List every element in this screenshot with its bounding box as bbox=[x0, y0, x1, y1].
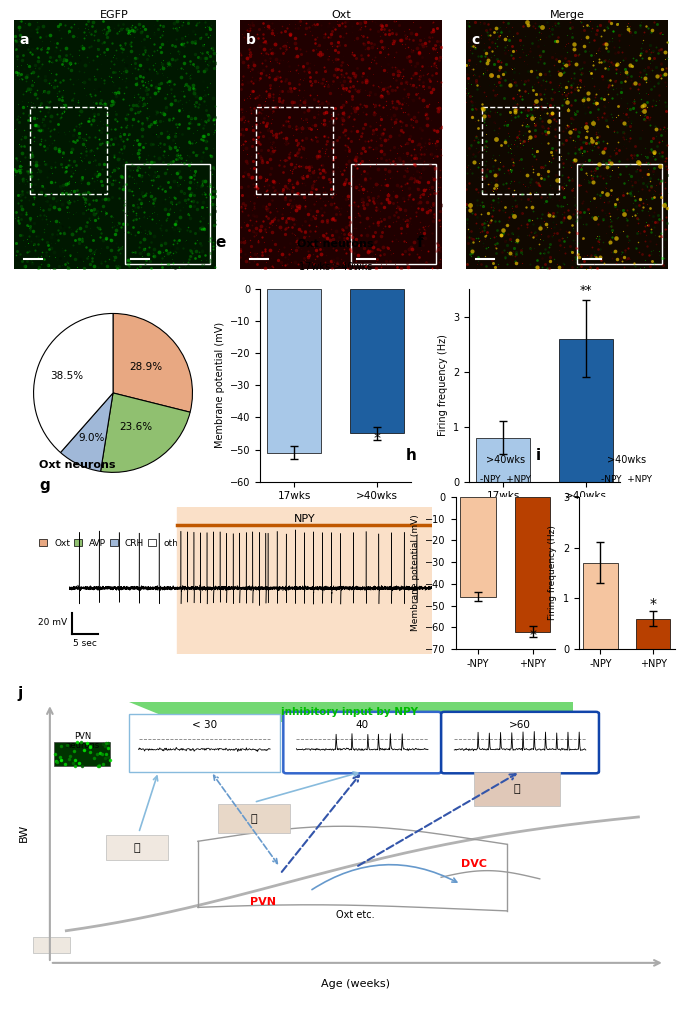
FancyBboxPatch shape bbox=[129, 714, 280, 772]
Polygon shape bbox=[129, 702, 573, 722]
Text: >40wks: >40wks bbox=[486, 455, 525, 465]
Text: *: * bbox=[373, 431, 381, 444]
Bar bbox=[125, 164, 210, 264]
Text: Oxt neurons: Oxt neurons bbox=[297, 238, 374, 248]
Bar bbox=[351, 164, 436, 264]
Text: 5 sec: 5 sec bbox=[73, 639, 97, 648]
Text: f: f bbox=[416, 235, 423, 250]
Wedge shape bbox=[113, 313, 192, 413]
Text: -NPY  +NPY: -NPY +NPY bbox=[601, 475, 652, 484]
Bar bbox=[636, 619, 671, 649]
Bar bbox=[55, 742, 110, 767]
Text: inhibitory input by NPY: inhibitory input by NPY bbox=[281, 707, 418, 717]
Wedge shape bbox=[34, 313, 113, 452]
Bar bbox=[256, 107, 333, 195]
Title: EGFP: EGFP bbox=[101, 9, 129, 19]
Bar bbox=[476, 438, 530, 482]
Y-axis label: Membrane potential (mV): Membrane potential (mV) bbox=[411, 514, 420, 632]
Legend: Oxt, AVP, CRH, other: Oxt, AVP, CRH, other bbox=[35, 535, 191, 552]
Bar bbox=[105, 835, 169, 861]
Bar bbox=[577, 164, 662, 264]
Bar bbox=[583, 563, 618, 649]
Text: PVN: PVN bbox=[251, 896, 277, 907]
Text: 17wks >40wks: 17wks >40wks bbox=[299, 262, 373, 272]
Text: neurons: neurons bbox=[66, 741, 100, 750]
Text: NPY: NPY bbox=[294, 514, 315, 524]
Bar bbox=[474, 772, 560, 806]
Text: Age (weeks): Age (weeks) bbox=[321, 979, 390, 989]
Text: 23.6%: 23.6% bbox=[119, 423, 152, 432]
Bar bbox=[177, 507, 432, 654]
Text: *: * bbox=[529, 629, 536, 642]
Text: -NPY  +NPY: -NPY +NPY bbox=[479, 475, 531, 484]
Text: a: a bbox=[20, 32, 29, 47]
Text: >40wks: >40wks bbox=[607, 455, 647, 465]
Text: b: b bbox=[246, 32, 256, 47]
FancyBboxPatch shape bbox=[441, 712, 599, 774]
Text: j: j bbox=[17, 686, 22, 702]
Text: h: h bbox=[406, 448, 416, 463]
Text: 28.9%: 28.9% bbox=[129, 362, 162, 372]
Y-axis label: Firing frequency (Hz): Firing frequency (Hz) bbox=[548, 525, 558, 621]
Text: **: ** bbox=[580, 285, 593, 297]
Text: 40: 40 bbox=[356, 720, 369, 730]
Bar bbox=[460, 497, 496, 597]
Text: e: e bbox=[215, 235, 225, 250]
Wedge shape bbox=[60, 392, 113, 472]
Bar bbox=[350, 289, 404, 433]
Wedge shape bbox=[101, 392, 190, 473]
Text: PVN: PVN bbox=[74, 732, 91, 741]
Bar bbox=[514, 497, 550, 632]
Text: 20 mV: 20 mV bbox=[38, 619, 66, 627]
FancyBboxPatch shape bbox=[284, 712, 441, 774]
Text: >60: >60 bbox=[509, 720, 531, 730]
Text: 38.5%: 38.5% bbox=[51, 370, 84, 380]
Text: 🐀: 🐀 bbox=[251, 813, 257, 823]
Text: g: g bbox=[40, 478, 50, 493]
Text: BW: BW bbox=[18, 824, 29, 843]
Title: Oxt: Oxt bbox=[331, 9, 351, 19]
Text: < 30: < 30 bbox=[192, 720, 217, 730]
Text: Oxt etc.: Oxt etc. bbox=[336, 911, 375, 921]
Text: *: * bbox=[649, 597, 657, 611]
Text: c: c bbox=[472, 32, 480, 47]
Text: 9.0%: 9.0% bbox=[79, 433, 105, 442]
Bar bbox=[34, 937, 70, 952]
Text: 🐀: 🐀 bbox=[134, 843, 140, 853]
Text: 🐀: 🐀 bbox=[514, 784, 520, 794]
Bar bbox=[30, 107, 107, 195]
Bar bbox=[267, 289, 321, 452]
Y-axis label: Firing frequency (Hz): Firing frequency (Hz) bbox=[438, 335, 448, 436]
Title: Merge: Merge bbox=[549, 9, 584, 19]
Bar bbox=[559, 339, 613, 482]
Text: i: i bbox=[536, 448, 540, 463]
Bar bbox=[482, 107, 559, 195]
Y-axis label: Membrane potential (mV): Membrane potential (mV) bbox=[214, 322, 225, 448]
Text: Oxt neurons: Oxt neurons bbox=[40, 460, 116, 469]
Text: DVC: DVC bbox=[461, 859, 487, 869]
Bar bbox=[218, 804, 290, 834]
